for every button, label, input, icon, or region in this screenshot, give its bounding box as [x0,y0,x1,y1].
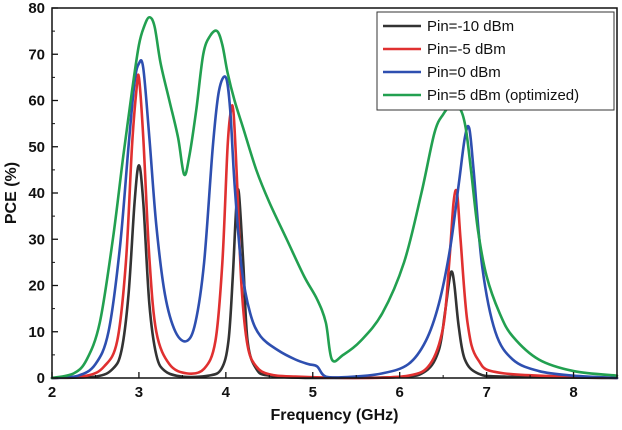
y-tick-label: 60 [28,93,45,110]
x-tick-label: 2 [48,384,56,401]
legend-box [376,11,615,111]
series-line-0 [50,163,619,380]
y-tick-label: 50 [28,139,45,156]
y-axis-label: PCE (%) [3,162,20,224]
y-tick-label: 30 [28,231,45,248]
series-line-1 [50,73,619,380]
legend-label-1: Pin=-5 dBm [427,41,506,58]
y-tick-label: 70 [28,46,45,63]
y-tick-label: 0 [37,370,45,387]
x-tick-label: 8 [569,384,577,401]
y-tick-label: 80 [28,0,45,17]
x-axis-label: Frequency (GHz) [270,407,398,424]
x-tick-label: 3 [135,384,143,401]
y-tick-label: 20 [28,278,45,295]
legend: Pin=-10 dBm Pin=-5 dBm Pin=0 dBm Pin=5 dBm … [376,11,615,111]
y-tick-label: 10 [28,324,45,341]
series-line-2 [50,59,619,380]
legend-label-3: Pin=5 dBm (optimized) [427,87,579,104]
y-tick-label: 40 [28,185,45,202]
x-tick-label: 7 [482,384,490,401]
legend-label-0: Pin=-10 dBm [427,18,514,35]
x-tick-label: 5 [309,384,317,401]
x-tick-label: 4 [222,384,231,401]
series-line-3 [50,15,619,380]
series-layer [50,15,619,380]
legend-label-2: Pin=0 dBm [427,64,501,81]
x-tick-label: 6 [396,384,404,401]
